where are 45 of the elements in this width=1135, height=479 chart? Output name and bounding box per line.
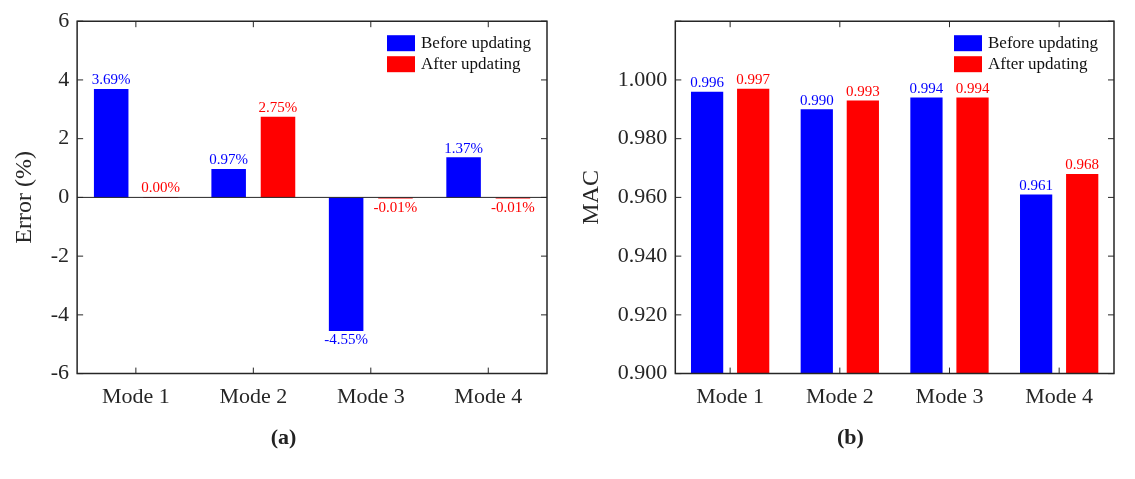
- y-axis-title: MAC: [576, 170, 603, 225]
- y-tick-label: 0.960: [617, 183, 668, 209]
- data-label: 0.996: [690, 74, 725, 91]
- y-axis-title: Error (%): [9, 151, 36, 244]
- legend-label: After updating: [988, 53, 1089, 73]
- x-tick-label: Mode 4: [454, 382, 523, 408]
- data-label: 0.968: [1065, 156, 1100, 173]
- data-label: 0.994: [909, 79, 944, 96]
- x-tick-label: Mode 3: [915, 382, 984, 408]
- y-tick-label: 0.920: [617, 300, 668, 326]
- data-label: 0.990: [799, 91, 834, 108]
- y-tick-label: 0: [58, 183, 70, 209]
- y-tick-label: 2: [58, 124, 70, 150]
- x-tick-label: Mode 4: [1025, 382, 1094, 408]
- data-label: 1.37%: [444, 139, 483, 156]
- data-label: -0.01%: [373, 198, 418, 215]
- data-label: 3.69%: [91, 71, 131, 88]
- data-label: 0.97%: [209, 151, 249, 168]
- data-label: 2.75%: [258, 99, 298, 116]
- y-tick-label: 6: [58, 6, 70, 32]
- y-tick-label: -2: [50, 241, 70, 267]
- y-tick-label: 1.000: [617, 65, 668, 91]
- x-tick-label: Mode 3: [336, 382, 405, 408]
- data-label: 0.997: [736, 71, 771, 88]
- x-tick-label: Mode 2: [219, 382, 288, 408]
- y-tick-label: 0.940: [617, 241, 668, 267]
- data-label: 0.993: [845, 82, 880, 99]
- y-tick-label: -6: [50, 359, 70, 385]
- legend-label: After updating: [421, 53, 522, 73]
- y-tick-label: 0.980: [617, 124, 668, 150]
- x-tick-label: Mode 2: [805, 382, 874, 408]
- text: (a): [269, 424, 298, 450]
- data-label: -4.55%: [324, 331, 368, 348]
- y-tick-label: 0.900: [617, 359, 668, 385]
- legend-label: Before updating: [421, 32, 532, 52]
- data-label: 0.994: [955, 79, 990, 96]
- y-tick-label: 4: [58, 65, 70, 91]
- data-label: -0.01%: [491, 198, 535, 215]
- x-tick-label: Mode 1: [101, 382, 170, 408]
- x-tick-label: Mode 1: [696, 382, 765, 408]
- y-tick-label: -4: [50, 300, 70, 326]
- data-label: 0.961: [1019, 176, 1054, 193]
- data-label: 0.00%: [141, 179, 180, 196]
- text: (b): [836, 424, 865, 450]
- legend-label: Before updating: [988, 32, 1099, 52]
